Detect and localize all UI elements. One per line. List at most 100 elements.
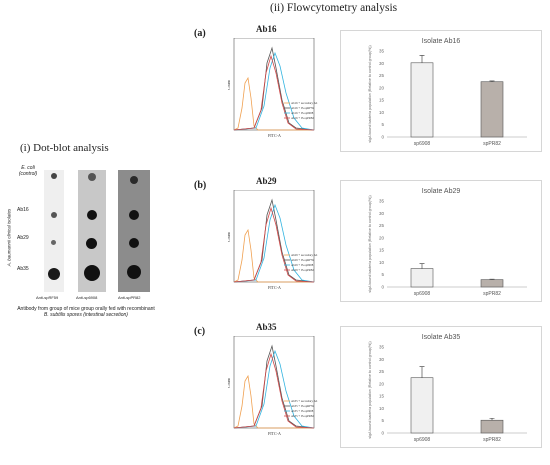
histogram-legend-entry: Ab35 + IS-spPR82 <box>291 414 314 418</box>
dotblot-title: (i) Dot-blot analysis <box>20 142 109 154</box>
y-tick-label: 5 <box>381 418 384 423</box>
error-bar-sp6908 <box>419 366 425 378</box>
y-tick-label: 10 <box>379 110 385 115</box>
y-tick-label: 25 <box>379 73 385 78</box>
histogram-legend-entry: Ab29 + secondary Ab <box>291 253 318 257</box>
dot-sp6908-ab35 <box>84 265 100 281</box>
histogram-panel-c: (c) Ab35 Count FITC-A Ab35 + secondary Ab Ab3… <box>194 318 334 436</box>
histogram-xlabel: FITC-A <box>268 133 281 138</box>
dotblot-strip-sp6908 <box>78 170 106 292</box>
dotblot-panel: E. coli (control) Ab16 Ab29 Ab35 A. baum… <box>6 160 166 360</box>
dotblot-row-label-ab16: Ab16 <box>17 207 29 213</box>
bar-sp6908 <box>410 377 434 434</box>
flowcytometry-title: (ii) Flowcytometry analysis <box>270 2 398 14</box>
histogram-panel-label: (a) <box>194 28 206 39</box>
histogram-legend-entry: Ab35 + IS-spRF59 <box>291 404 314 408</box>
category-label-spPR82: spPR82 <box>483 291 501 297</box>
error-bar-sp6908 <box>419 263 425 269</box>
dotblot-col-label-spRF59: Anti-spRF59 <box>36 295 59 300</box>
histogram-curve-sp6908 <box>233 349 315 429</box>
y-tick-label: 10 <box>379 406 385 411</box>
y-tick-label: 30 <box>379 211 385 216</box>
histogram-legend-entry: Ab16 + IS-sp6908 <box>291 111 314 115</box>
histogram-curve-spPR82 <box>233 352 315 429</box>
bar-spPR82 <box>480 81 504 138</box>
bar-sp6908 <box>410 268 434 288</box>
bar-spPR82 <box>480 419 504 434</box>
histogram-ylabel: Count <box>228 377 231 388</box>
y-tick-label: 15 <box>379 98 385 103</box>
histogram-ylabel: Count <box>228 79 231 90</box>
category-label-spPR82: spPR82 <box>483 141 501 147</box>
histogram-legend-entry: Ab29 + IS-spPR82 <box>291 268 314 272</box>
y-tick-label: 5 <box>381 122 384 127</box>
dotblot-row-label-ab29: Ab29 <box>17 235 29 241</box>
histogram-xlabel: FITC-A <box>268 431 281 436</box>
histogram-panel-b: (b) Ab29 Count FITC-A Ab29 + secondary Ab Ab2… <box>194 172 334 290</box>
histogram-ylabel: Count <box>228 231 231 242</box>
dotblot-col-label-spPR82: Anti-spPR82 <box>118 295 141 300</box>
dot-spRF59-ab16 <box>51 212 57 218</box>
dotblot-caption: Antibody from group of mice group orally… <box>6 306 166 318</box>
bar-chart-title: Isolate Ab35 <box>422 334 461 341</box>
histogram-title: Ab29 <box>256 176 277 186</box>
y-tick-label: 15 <box>379 394 385 399</box>
histogram-curve-spPR82 <box>233 54 315 131</box>
y-tick-label: 30 <box>379 61 385 66</box>
error-bar-sp6908 <box>419 55 425 63</box>
y-tick-label: 35 <box>379 49 385 54</box>
dot-spPR82-ab29 <box>129 238 139 248</box>
bar-chart-ylabel: sIgA bound bacteria population (Relative… <box>368 341 372 438</box>
y-tick-label: 25 <box>379 223 385 228</box>
histogram-legend-entry: Ab16 + IS-spPR82 <box>291 116 314 120</box>
bar-chart-d: Isolate Ab16 0 5 10 15 20 25 30 35 sIgA bound bac… <box>340 30 542 152</box>
y-tick-label: 35 <box>379 345 385 350</box>
histogram-curve-secondary <box>233 76 314 131</box>
dotblot-caption-line1: Antibody from group of mice group orally… <box>17 306 155 312</box>
y-tick-label: 0 <box>381 135 384 140</box>
bar-chart-svg: Isolate Ab35 0 5 10 15 20 25 30 35 sIgA bound bac… <box>368 334 527 443</box>
bar-chart-ylabel: sIgA bound bacteria population (Relative… <box>368 45 372 142</box>
histogram-plot: Count FITC-A Ab16 + secondary Ab Ab16 + IS-… <box>228 38 318 138</box>
histogram-legend-entry: Ab35 + secondary Ab <box>291 399 318 403</box>
category-label-spPR82: spPR82 <box>483 437 501 443</box>
histogram-legend-entry: Ab16 + secondary Ab <box>291 101 318 105</box>
y-tick-label: 25 <box>379 369 385 374</box>
category-label-sp6908: sp6908 <box>414 437 431 443</box>
histogram-xlabel: FITC-A <box>268 285 281 290</box>
bar-chart-f: Isolate Ab35 0 5 10 15 20 25 30 35 sIgA bound bac… <box>340 326 542 448</box>
error-bar-spPR82 <box>489 80 495 82</box>
dot-spRF59-ecoli <box>51 173 57 179</box>
error-bar-spPR82 <box>489 417 495 421</box>
bar-chart-title: Isolate Ab29 <box>422 188 461 195</box>
histogram-curve-spPR82 <box>233 206 315 283</box>
category-label-sp6908: sp6908 <box>414 291 431 297</box>
y-tick-label: 20 <box>379 85 385 90</box>
y-tick-label: 5 <box>381 272 384 277</box>
histogram-panel-a: (a) Ab16 Count FITC-A Ab16 + secondary Ab Ab1… <box>194 20 334 138</box>
histogram-legend-entry: Ab29 + IS-sp6908 <box>291 263 314 267</box>
dotblot-strip-spRF59 <box>44 170 64 292</box>
y-tick-label: 15 <box>379 248 385 253</box>
dot-spPR82-ecoli <box>130 176 138 184</box>
y-tick-label: 0 <box>381 431 384 436</box>
dot-sp6908-ab29 <box>86 238 97 249</box>
histogram-legend-entry: Ab35 + IS-sp6908 <box>291 409 314 413</box>
histogram-curve-secondary <box>233 228 314 283</box>
bar-spPR82 <box>480 279 504 288</box>
dot-spRF59-ab29 <box>51 240 56 245</box>
dotblot-col-label-sp6908: Anti-sp6908 <box>76 295 98 300</box>
bar-chart-svg: Isolate Ab16 0 5 10 15 20 25 30 35 sIgA bound bac… <box>368 38 527 147</box>
bar-chart-ylabel: sIgA bound bacteria population (Relative… <box>368 195 372 292</box>
dot-sp6908-ab16 <box>87 210 97 220</box>
bar-chart-e: Isolate Ab29 0 5 10 15 20 25 30 35 sIgA bound bac… <box>340 180 542 302</box>
histogram-legend-entry: Ab29 + IS-spRF59 <box>291 258 314 262</box>
histogram-curve-sp6908 <box>233 51 315 131</box>
dot-sp6908-ecoli <box>88 173 96 181</box>
y-tick-label: 20 <box>379 235 385 240</box>
y-tick-label: 30 <box>379 357 385 362</box>
dotblot-side-label: A. baumannii clinical isolates <box>6 208 12 267</box>
y-tick-label: 10 <box>379 260 385 265</box>
histogram-panel-label: (b) <box>194 180 207 191</box>
